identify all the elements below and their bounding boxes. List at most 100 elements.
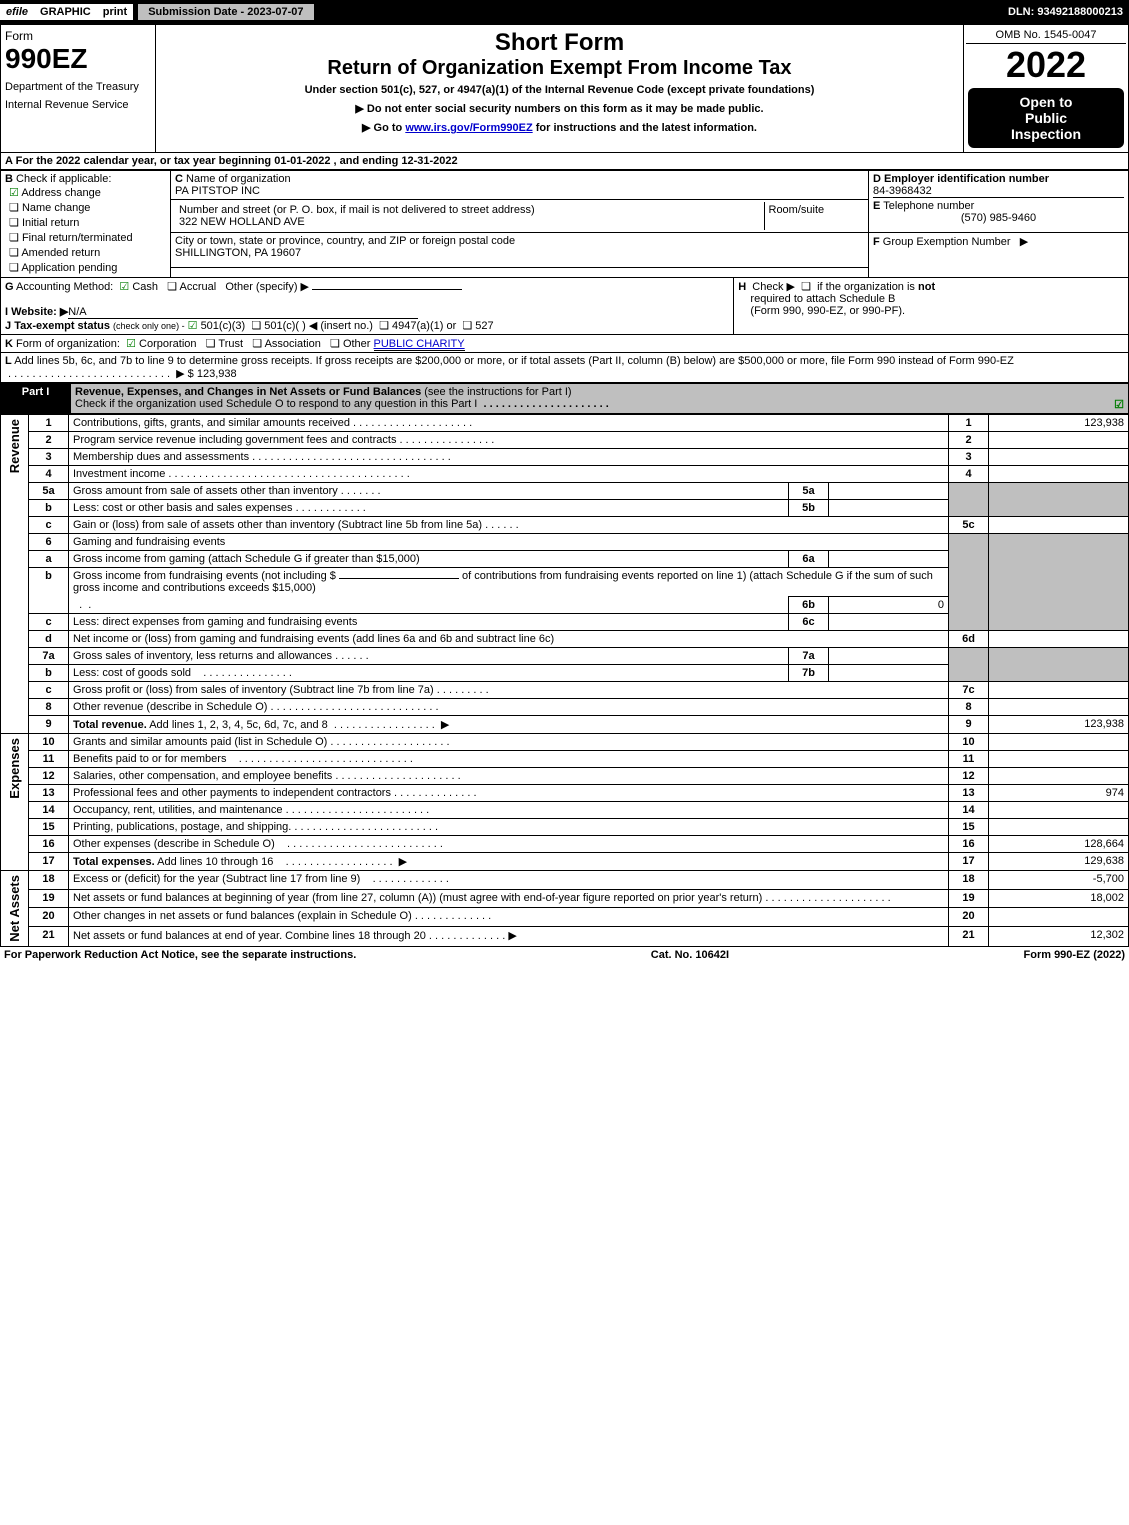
j-sub: (check only one) - [113, 321, 185, 331]
j-501c: 501(c)( ) ◀ (insert no.) [264, 320, 373, 332]
uncheck-icon: ❏ [206, 338, 216, 350]
l17-desc2: Add lines 10 through 16 [155, 856, 274, 868]
l8-rnum: 8 [949, 699, 989, 716]
dln-label: DLN: 93492188000213 [1008, 6, 1129, 18]
g-other: Other (specify) ▶ [225, 281, 309, 293]
l6a-mval [829, 551, 949, 568]
l5a-num: 5a [29, 483, 69, 500]
initial-label: Initial return [22, 217, 79, 229]
check-addr-change[interactable]: ☑ Address change [5, 185, 166, 200]
check-final[interactable]: ❏ Final return/terminated [5, 230, 166, 245]
l10-rnum: 10 [949, 734, 989, 751]
dept-irs: Internal Revenue Service [5, 99, 151, 111]
l16-desc-text: Other expenses (describe in Schedule O) [73, 838, 275, 850]
line-3: 3 Membership dues and assessments . . . … [1, 449, 1129, 466]
top-bar: efile GRAPHIC print Submission Date - 20… [0, 0, 1129, 24]
l16-rnum: 16 [949, 836, 989, 853]
print-button[interactable]: print [97, 4, 133, 20]
l10-desc-text: Grants and similar amounts paid (list in… [73, 736, 327, 748]
l15-rnum: 15 [949, 819, 989, 836]
line-19: 19 Net assets or fund balances at beginn… [1, 889, 1129, 908]
l12-num: 12 [29, 768, 69, 785]
l15-val [989, 819, 1129, 836]
l7c-rnum: 7c [949, 682, 989, 699]
l17-desc-text: Total expenses. [73, 856, 155, 868]
part1-see: (see the instructions for Part I) [424, 386, 571, 398]
e-label: Telephone number [883, 200, 974, 212]
irs-link[interactable]: www.irs.gov/Form990EZ [405, 122, 532, 134]
l6-desc: Gaming and fundraising events [69, 534, 949, 551]
l5c-desc: Gain or (loss) from sale of assets other… [69, 517, 949, 534]
line-7a: 7a Gross sales of inventory, less return… [1, 648, 1129, 665]
check-icon: ☑ [9, 187, 19, 199]
l9-desc: Total revenue. Add lines 1, 2, 3, 4, 5c,… [69, 716, 949, 734]
l16-desc: Other expenses (describe in Schedule O) … [69, 836, 949, 853]
check-amended[interactable]: ❏ Amended return [5, 245, 166, 260]
form-header: Form 990EZ Department of the Treasury In… [0, 24, 1129, 153]
h-text1: Check ▶ [752, 281, 795, 293]
l12-desc-text: Salaries, other compensation, and employ… [73, 770, 332, 782]
expenses-label: Expenses [1, 734, 29, 871]
open2: Public [1025, 110, 1067, 126]
uncheck-icon: ❏ [167, 281, 177, 293]
l3-rnum: 3 [949, 449, 989, 466]
l18-val: -5,700 [989, 871, 1129, 890]
letter-i: I [5, 306, 8, 318]
section-a: A For the 2022 calendar year, or tax yea… [0, 153, 1129, 170]
l7b-desc: Less: cost of goods sold . . . . . . . .… [69, 665, 789, 682]
page-footer: For Paperwork Reduction Act Notice, see … [0, 947, 1129, 963]
j-label: Tax-exempt status [14, 320, 110, 332]
part1-label: Part I [1, 384, 71, 414]
d-label: Employer identification number [884, 173, 1049, 185]
revenue-vert: Revenue [5, 417, 24, 475]
check-name-change[interactable]: ❏ Name change [5, 200, 166, 215]
part1-title: Revenue, Expenses, and Changes in Net As… [75, 386, 421, 398]
l14-num: 14 [29, 802, 69, 819]
l18-num: 18 [29, 871, 69, 890]
l1-num: 1 [29, 415, 69, 432]
header-left: Form 990EZ Department of the Treasury In… [1, 25, 156, 153]
uncheck-icon: ❏ [379, 320, 389, 332]
l16-num: 16 [29, 836, 69, 853]
form-number: 990EZ [5, 43, 151, 75]
line-6: 6 Gaming and fundraising events [1, 534, 1129, 551]
l5a-desc-text: Gross amount from sale of assets other t… [73, 485, 338, 497]
check-initial[interactable]: ❏ Initial return [5, 215, 166, 230]
l6d-rnum: 6d [949, 631, 989, 648]
shaded-cell [949, 648, 989, 682]
l6b-desc1: Gross income from fundraising events (no… [73, 570, 336, 582]
return-title: Return of Organization Exempt From Incom… [160, 57, 959, 80]
letter-b: B [5, 173, 13, 185]
l17-rnum: 17 [949, 853, 989, 871]
uncheck-icon: ❏ [252, 338, 262, 350]
l9-val: 123,938 [989, 716, 1129, 734]
k-other-value[interactable]: PUBLIC CHARITY [374, 338, 465, 351]
g-cash: Cash [132, 281, 158, 293]
k-trust: Trust [218, 338, 243, 350]
l9-rnum: 9 [949, 716, 989, 734]
section-h: H Check ▶ ❏ if the organization is not r… [734, 278, 1129, 335]
f-label: Group Exemption Number [883, 236, 1011, 248]
street-label: Number and street (or P. O. box, if mail… [179, 204, 535, 216]
no-ssn-note: ▶ Do not enter social security numbers o… [160, 102, 959, 115]
l5a-mnum: 5a [789, 483, 829, 500]
l5c-num: c [29, 517, 69, 534]
uncheck-icon: ❏ [801, 281, 811, 293]
letter-k: K [5, 338, 13, 350]
j-501c3: 501(c)(3) [201, 320, 246, 332]
k-label: Form of organization: [16, 338, 120, 350]
l21-val: 12,302 [989, 926, 1129, 946]
line-13: 13 Professional fees and other payments … [1, 785, 1129, 802]
l13-desc: Professional fees and other payments to … [69, 785, 949, 802]
l6c-mnum: 6c [789, 614, 829, 631]
shaded-cell [989, 483, 1129, 517]
section-a-text: For the 2022 calendar year, or tax year … [16, 155, 458, 167]
l8-num: 8 [29, 699, 69, 716]
line-18: Net Assets 18 Excess or (deficit) for th… [1, 871, 1129, 890]
l5b-desc-text: Less: cost or other basis and sales expe… [73, 502, 293, 514]
l20-num: 20 [29, 908, 69, 927]
check-app-pending[interactable]: ❏ Application pending [5, 260, 166, 275]
j-4947: 4947(a)(1) or [392, 320, 456, 332]
c-name-label: Name of organization [186, 173, 291, 185]
l7a-desc: Gross sales of inventory, less returns a… [69, 648, 789, 665]
